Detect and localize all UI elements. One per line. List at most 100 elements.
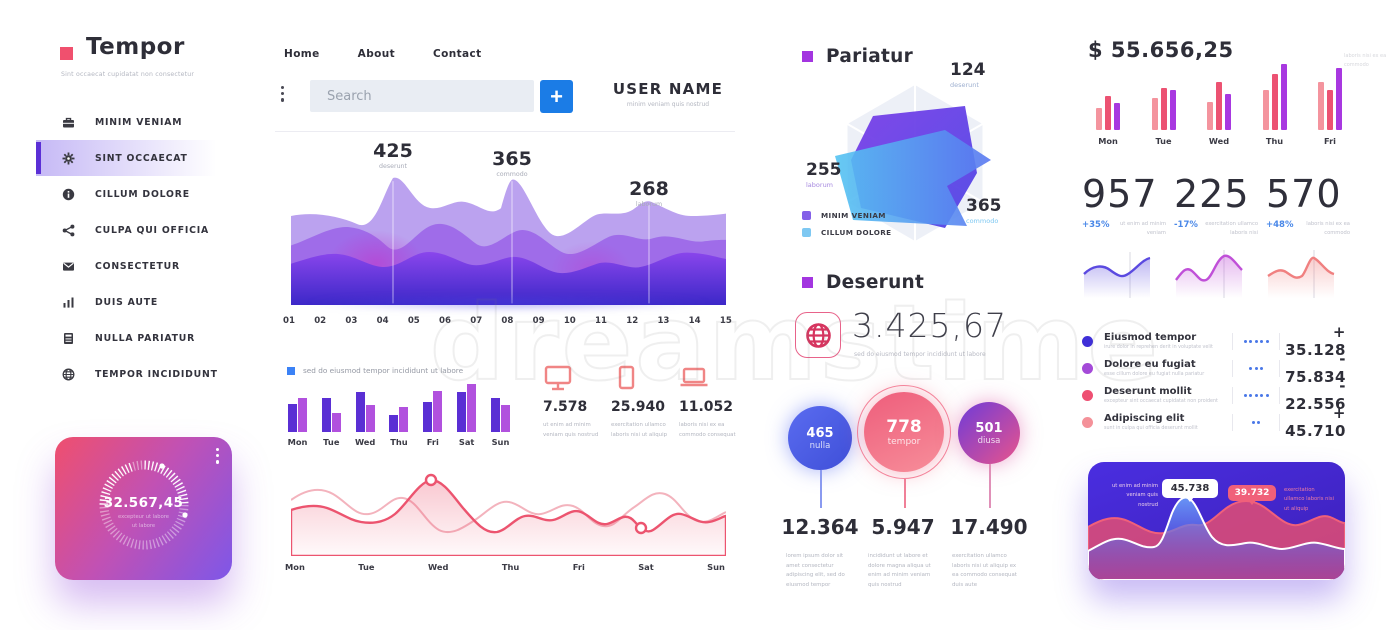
metric-value: - 22.556 bbox=[1285, 377, 1346, 413]
bubble-number: 5.947 bbox=[871, 515, 935, 539]
header-kebab-icon[interactable] bbox=[281, 86, 285, 102]
section-title: Pariatur bbox=[826, 46, 914, 67]
sidebar-item-duis-aute[interactable]: DUIS AUTE bbox=[36, 284, 232, 320]
divider bbox=[1232, 359, 1233, 377]
stat-block: 957 +35% ut enim ad minim veniam bbox=[1082, 172, 1166, 302]
bar-series-1 bbox=[1327, 90, 1333, 130]
sparkline-chart bbox=[1083, 251, 1151, 298]
info-icon bbox=[62, 188, 75, 200]
add-button[interactable]: + bbox=[540, 80, 573, 113]
line-chart-x-axis: Mon Tue Wed Thu Fri Sat Sun bbox=[285, 562, 725, 572]
x-tick-label: 08 bbox=[501, 316, 514, 326]
bar-series-light bbox=[365, 405, 375, 432]
globe-badge bbox=[795, 312, 841, 358]
bar-day-label: Fri bbox=[1324, 136, 1336, 146]
logo-icon bbox=[60, 47, 73, 60]
bar-series-2 bbox=[1114, 103, 1120, 130]
stat-delta: -17% bbox=[1174, 220, 1198, 230]
radar-legend: MINIM VENIAM CILLUM DOLORE bbox=[802, 211, 892, 245]
metric-rating-dots bbox=[1233, 393, 1279, 397]
sidebar-item-minim-veniam[interactable]: MINIM VENIAM bbox=[36, 104, 232, 140]
bar-day-label: Tue bbox=[323, 437, 340, 447]
x-tick-label: 10 bbox=[563, 316, 576, 326]
legend-swatch bbox=[287, 366, 295, 375]
x-tick-label: 13 bbox=[657, 316, 670, 326]
bar-series-light bbox=[331, 413, 341, 432]
area-chart-glow bbox=[301, 296, 716, 310]
nav-link-home[interactable]: Home bbox=[284, 48, 320, 60]
bar-series-dark bbox=[389, 415, 399, 432]
divider bbox=[1279, 332, 1280, 350]
x-tick-label: Wed bbox=[427, 562, 449, 572]
sparkline-chart bbox=[1267, 249, 1335, 298]
revenue-bar-group-fri: Fri bbox=[1312, 68, 1348, 146]
bar-group-fri: Fri bbox=[420, 384, 445, 447]
stat-delta: +48% bbox=[1266, 220, 1294, 230]
nav-link-contact[interactable]: Contact bbox=[433, 48, 482, 60]
bar-day-label: Fri bbox=[426, 437, 439, 447]
nav-link-about[interactable]: About bbox=[357, 48, 396, 60]
sidebar-item-nulla-pariatur[interactable]: NULLA PARIATUR bbox=[36, 320, 232, 356]
rating-dot-icon bbox=[1254, 339, 1258, 343]
mail-icon bbox=[62, 259, 76, 273]
bar-series-light bbox=[298, 398, 307, 432]
metrics-list: Eiusmod tempor irure dolor in reprehen de… bbox=[1082, 323, 1346, 440]
bar-series-2 bbox=[1336, 68, 1342, 130]
stat-bubble: 501 diusa bbox=[958, 402, 1020, 464]
sidebar-item-label: CULPA QUI OFFICIA bbox=[95, 224, 209, 236]
metric-row-eiusmod-tempor[interactable]: Eiusmod tempor irure dolor in reprehen de… bbox=[1082, 323, 1346, 359]
metric-dot-icon bbox=[1082, 389, 1093, 401]
bar-series-2 bbox=[1225, 94, 1231, 130]
bar-series-dark bbox=[423, 402, 433, 432]
rating-dot-icon bbox=[1260, 339, 1263, 343]
wave-tooltip: 39.732 bbox=[1228, 485, 1276, 505]
kebab-menu-icon[interactable] bbox=[215, 448, 219, 464]
x-tick-label: Fri bbox=[572, 562, 585, 572]
bar-day-label: Tue bbox=[1155, 136, 1172, 146]
bar-series-dark bbox=[288, 404, 297, 432]
divider bbox=[275, 131, 735, 132]
sparkline-chart bbox=[1175, 249, 1243, 298]
user-name[interactable]: USER NAME bbox=[612, 80, 724, 98]
bar-pair bbox=[319, 384, 344, 432]
legend-label: CILLUM DOLORE bbox=[821, 228, 892, 237]
bar-day-label: Wed bbox=[354, 437, 376, 447]
search-input[interactable] bbox=[310, 80, 534, 112]
share-icon bbox=[62, 224, 75, 236]
deserunt-caption: sed do eiusmod tempor incididunt ut labo… bbox=[854, 351, 986, 358]
bar-group-mon: Mon bbox=[285, 384, 310, 447]
sidebar-item-cillum-dolore[interactable]: CILLUM DOLORE bbox=[36, 176, 232, 212]
sidebar-item-consectetur[interactable]: CONSECTETUR bbox=[36, 248, 232, 284]
metric-row-adipiscing-elit[interactable]: Adipiscing elit sunt in culpa qui officia… bbox=[1082, 404, 1346, 440]
globe-icon bbox=[62, 368, 75, 380]
x-tick-label: 11 bbox=[595, 316, 607, 326]
bar-group-tue: Tue bbox=[319, 384, 344, 447]
metric-row-dolore-eu-fugiat[interactable]: Dolore eu fugiat esse cillum dolore eu fu… bbox=[1082, 350, 1346, 386]
rating-dot-icon bbox=[1254, 366, 1258, 370]
bar-day-label: Thu bbox=[1265, 136, 1284, 146]
x-tick-label: Sun bbox=[707, 562, 725, 572]
x-tick-label: 04 bbox=[376, 316, 389, 326]
metric-text: Eiusmod tempor irure dolor in reprehen de… bbox=[1104, 332, 1232, 350]
line-chart bbox=[291, 473, 726, 556]
bar-series-1 bbox=[1160, 88, 1167, 130]
rating-dot-icon bbox=[1257, 420, 1261, 424]
x-tick-label: 07 bbox=[470, 316, 483, 326]
bar-pair bbox=[454, 384, 479, 432]
metric-text: Adipiscing elit sunt in culpa qui officia… bbox=[1104, 413, 1232, 431]
metric-row-deserunt-mollit[interactable]: Deserunt mollit excepteur sint occaecat c… bbox=[1082, 377, 1346, 413]
sidebar-item-culpa-qui-officia[interactable]: CULPA QUI OFFICIA bbox=[36, 212, 232, 248]
metric-caption: excepteur sint occaecat cupidatat non pr… bbox=[1104, 399, 1218, 404]
bar-pair bbox=[353, 384, 378, 432]
metric-caption: irure dolor in reprehen derit in volupta… bbox=[1104, 345, 1213, 350]
gauge-caption: excepteur ut labore ut labore bbox=[118, 514, 169, 529]
sidebar-item-sint-occaecat[interactable]: SINT OCCAECAT bbox=[36, 140, 232, 176]
bar-day-label: Wed bbox=[1208, 136, 1230, 146]
metric-rating-dots bbox=[1233, 339, 1279, 343]
stat-value: 957 bbox=[1082, 172, 1158, 216]
bar-group-sat: Sat bbox=[454, 384, 479, 447]
bubble-stem bbox=[820, 470, 822, 508]
sidebar-item-tempor-incididunt[interactable]: TEMPOR INCIDIDUNT bbox=[36, 356, 232, 392]
sidebar-item-label: NULLA PARIATUR bbox=[95, 332, 196, 344]
